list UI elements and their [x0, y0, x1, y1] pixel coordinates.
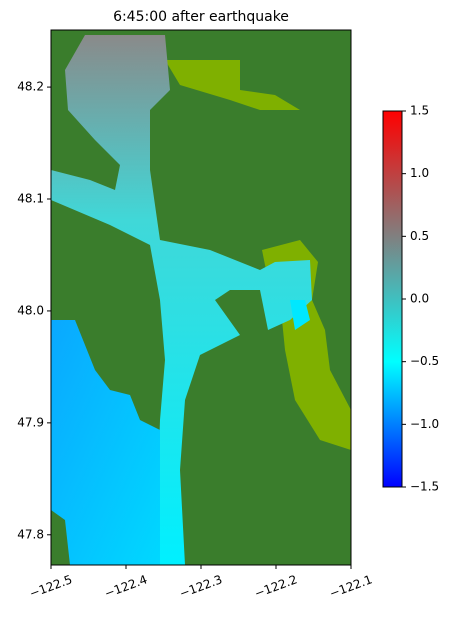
colorbar-tick-label: −0.5: [410, 354, 439, 368]
y-tick-label: 48.0: [17, 303, 44, 317]
x-tick-label: −122.3: [178, 572, 225, 600]
colorbar-tick-label: 1.0: [410, 166, 429, 180]
map: [51, 30, 351, 565]
colorbar-tick-label: −1.5: [410, 480, 439, 494]
y-tick-label: 47.8: [17, 527, 44, 541]
water: [290, 300, 310, 330]
x-tick-label: −122.5: [28, 572, 75, 600]
colorbar: [382, 110, 403, 488]
colorbar-tick-label: 1.5: [410, 104, 429, 118]
x-tick-label: −122.1: [328, 572, 375, 600]
x-tick-label: −122.4: [103, 572, 150, 600]
colorbar-tick-label: 0.0: [410, 292, 429, 306]
water: [51, 320, 160, 565]
x-tick-label: −122.2: [253, 572, 300, 600]
y-tick-label: 48.1: [17, 192, 44, 206]
water: [51, 35, 312, 565]
upland: [165, 60, 300, 110]
y-tick-label: 48.2: [17, 80, 44, 94]
colorbar-tick-label: −1.0: [410, 417, 439, 431]
y-tick-label: 47.9: [17, 415, 44, 429]
colorbar-tick-label: 0.5: [410, 229, 429, 243]
chart-title: 6:45:00 after earthquake: [113, 9, 289, 25]
